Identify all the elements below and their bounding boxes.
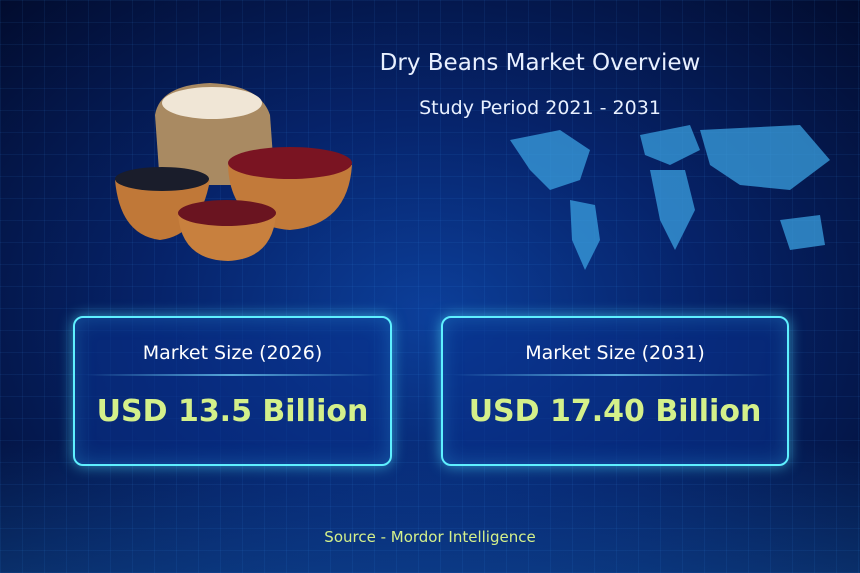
card-label: Market Size (2026) xyxy=(142,342,323,364)
market-size-2026-card: Market Size (2026) USD 13.5 Billion xyxy=(73,316,392,466)
card-value: USD 17.40 Billion xyxy=(468,394,762,429)
source-credit: Source - Mordor Intelligence xyxy=(324,528,536,546)
world-map-graphic xyxy=(510,125,830,270)
card-divider xyxy=(453,374,777,376)
card-value: USD 13.5 Billion xyxy=(96,394,369,429)
market-size-2031-card: Market Size (2031) USD 17.40 Billion xyxy=(441,316,789,466)
card-label: Market Size (2031) xyxy=(525,342,705,364)
card-divider xyxy=(85,374,380,376)
page-title: Dry Beans Market Overview xyxy=(379,50,701,76)
beans-bowls-image xyxy=(115,83,352,261)
study-period: Study Period 2021 - 2031 xyxy=(419,97,661,119)
